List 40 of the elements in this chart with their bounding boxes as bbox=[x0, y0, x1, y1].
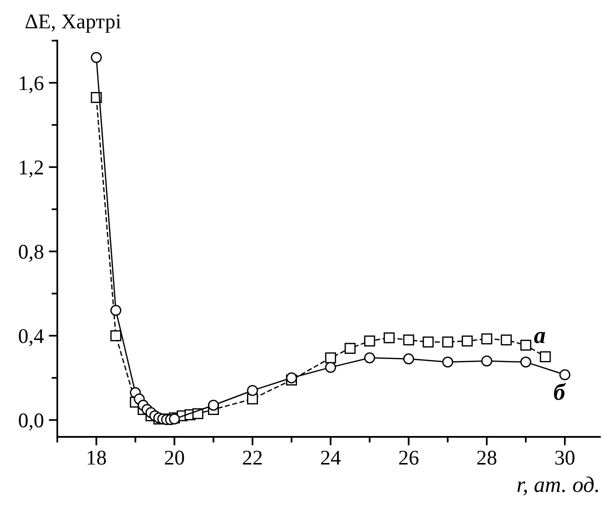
x-tick-label: 18 bbox=[88, 450, 106, 465]
point bbox=[462, 335, 473, 346]
point bbox=[540, 351, 551, 362]
x-tick-label: 24 bbox=[321, 450, 341, 465]
point bbox=[364, 335, 376, 346]
point bbox=[481, 356, 492, 366]
x-tick-label: 28 bbox=[477, 450, 496, 465]
point bbox=[344, 342, 356, 354]
x-tick-label: 30 bbox=[555, 450, 574, 465]
series-label: б bbox=[554, 382, 566, 400]
point bbox=[403, 334, 414, 346]
point bbox=[384, 332, 395, 344]
y-tick-label: 0,0 bbox=[18, 413, 44, 430]
series-label: а bbox=[534, 332, 546, 344]
point bbox=[559, 369, 570, 380]
y-axis-title: ΔE, Хартрі bbox=[26, 14, 121, 33]
point bbox=[364, 352, 376, 364]
point bbox=[110, 304, 122, 316]
point bbox=[325, 352, 336, 364]
point bbox=[520, 340, 532, 351]
y-tick-label: 0,4 bbox=[18, 329, 44, 346]
point bbox=[520, 356, 532, 368]
y-tick-label: 1,2 bbox=[20, 160, 43, 178]
y-tick-label: 1,6 bbox=[20, 76, 44, 94]
x-tick-label: 26 bbox=[399, 450, 418, 465]
point bbox=[403, 353, 414, 364]
point bbox=[208, 400, 219, 411]
x-tick-label: 20 bbox=[164, 450, 184, 465]
point bbox=[442, 336, 454, 348]
point bbox=[247, 385, 258, 396]
point bbox=[422, 336, 434, 348]
x-tick-label: 22 bbox=[243, 450, 262, 465]
point bbox=[90, 52, 102, 63]
x-axis-title: r, ат. од. bbox=[517, 476, 598, 496]
point bbox=[442, 356, 454, 368]
point bbox=[481, 333, 492, 344]
point bbox=[110, 330, 122, 342]
y-tick-label: 0,8 bbox=[18, 244, 44, 262]
point bbox=[325, 362, 336, 373]
point bbox=[500, 334, 512, 346]
